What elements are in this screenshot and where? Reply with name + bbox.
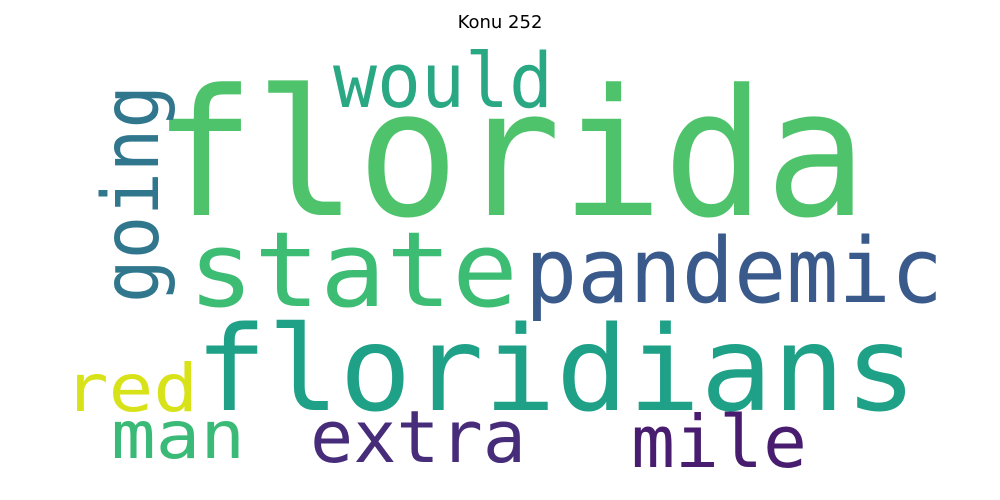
- word-state: state: [188, 209, 518, 331]
- word-extra: extra: [310, 395, 526, 479]
- word-florida: florida: [153, 52, 867, 257]
- word-going: going: [87, 85, 177, 303]
- word-would: would: [333, 36, 553, 125]
- word-mile: mile: [631, 400, 807, 484]
- word-pandemic: pandemic: [525, 219, 943, 324]
- figure-title: Konu 252: [457, 12, 543, 33]
- word-red: red: [64, 350, 198, 427]
- word-floridians: floridians: [195, 300, 917, 438]
- word-man: man: [111, 397, 245, 474]
